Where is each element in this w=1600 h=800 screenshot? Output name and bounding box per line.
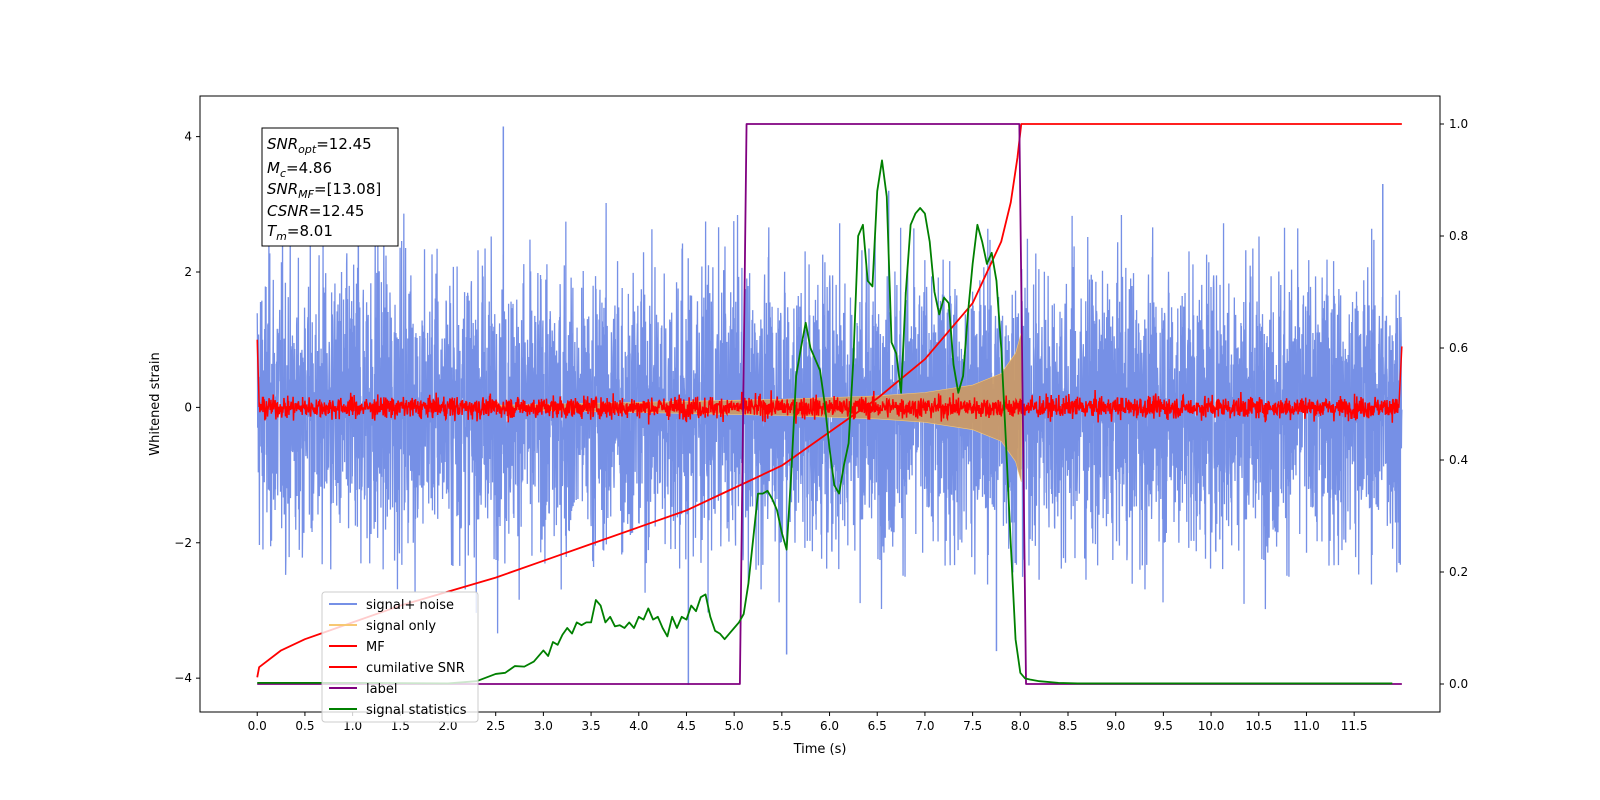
- y-tick-label: 2: [184, 265, 192, 279]
- x-tick-label: 4.5: [677, 719, 696, 733]
- x-tick-label: 8.0: [1011, 719, 1030, 733]
- y-tick-label: 4: [184, 130, 192, 144]
- y-tick-label: −4: [174, 671, 192, 685]
- series-mf: [256, 339, 1403, 425]
- legend-label-mf: MF: [366, 640, 385, 655]
- axes-frame: [199, 95, 1441, 713]
- y2-tick-label: 0.0: [1449, 677, 1468, 691]
- x-tick-label: 6.0: [820, 719, 839, 733]
- annotation-mc-symbol: M: [267, 159, 280, 177]
- legend-label-cumulative-snr: cumilative SNR: [366, 661, 465, 676]
- series-signal-statistics: [257, 159, 1393, 685]
- x-tick-label: 5.5: [772, 719, 791, 733]
- series-signal-noise: [256, 202, 1403, 634]
- x-tick-label: 3.5: [582, 719, 601, 733]
- legend-item-signal-only: signal only: [329, 619, 436, 634]
- legend-label-label: label: [366, 682, 397, 697]
- legend-label-signal-statistics: signal statistics: [366, 703, 467, 718]
- y2-tick-label: 0.6: [1449, 341, 1468, 355]
- x-tick-label: 10.0: [1198, 719, 1225, 733]
- x-axis-label: Time (s): [793, 742, 847, 757]
- y2-tick-label: 0.2: [1449, 565, 1468, 579]
- annotation-tm-symbol: T: [267, 222, 278, 240]
- x-tick-label: 4.0: [629, 719, 648, 733]
- legend-item-signal-noise: signal+ noise: [329, 598, 454, 613]
- legend-item-label: label: [329, 682, 397, 697]
- legend-item-signal-statistics: signal statistics: [329, 703, 467, 718]
- annotation-csnr-value: =12.45: [309, 202, 365, 220]
- x-tick-label: 9.5: [1154, 719, 1173, 733]
- annotation-line-mc: Mc=4.86: [267, 159, 332, 180]
- x-tick-label: 5.0: [725, 719, 744, 733]
- x-tick-label: 2.5: [486, 719, 505, 733]
- y2-tick-label: 0.8: [1449, 229, 1468, 243]
- annotation-tm-sub: m: [276, 230, 287, 243]
- legend-frame: [321, 591, 479, 723]
- annotation-line-csnr: CSNR=12.45: [267, 202, 364, 220]
- x-tick-label: 0.0: [248, 719, 267, 733]
- annotation-tm-value: =8.01: [287, 222, 333, 240]
- annotation-frame: [261, 127, 399, 247]
- annotation-line-snr-mf: SNRMF=[13.08]: [267, 180, 381, 201]
- y-axis-label: Whitened strain: [148, 352, 163, 455]
- legend-label-signal-only: signal only: [366, 619, 436, 634]
- annotation-snr-mf-symbol: SNR: [267, 180, 298, 198]
- annotation-box: SNRopt=12.45 Mc=4.86 SNRMF=[13.08] CSNR=…: [261, 127, 399, 247]
- x-tick-label: 0.5: [295, 719, 314, 733]
- legend-item-cumulative-snr: cumilative SNR: [329, 661, 465, 676]
- legend-item-mf: MF: [329, 640, 385, 655]
- x-tick-label: 3.0: [534, 719, 553, 733]
- annotation-snr-opt-sub: opt: [298, 143, 317, 156]
- annotation-mc-value: =4.86: [286, 159, 332, 177]
- y2-tick-label: 0.4: [1449, 453, 1468, 467]
- annotation-snr-mf-value: =[13.08]: [314, 180, 381, 198]
- annotation-line-snr-opt: SNRopt=12.45: [267, 135, 372, 156]
- x-tick-label: 11.5: [1341, 719, 1368, 733]
- x-tick-label: 9.0: [1106, 719, 1125, 733]
- annotation-csnr-symbol: CSNR: [267, 202, 309, 220]
- annotation-mc-sub: c: [280, 167, 286, 180]
- legend-label-signal-noise: signal+ noise: [366, 598, 454, 613]
- annotation-snr-opt-value: =12.45: [316, 135, 372, 153]
- y-tick-label: 0: [184, 400, 192, 414]
- annotation-snr-mf-sub: MF: [298, 188, 314, 201]
- x-tick-label: 11.0: [1293, 719, 1320, 733]
- legend: signal+ noise signal only MF cumilative …: [321, 591, 479, 723]
- annotation-snr-opt-symbol: SNR: [267, 135, 298, 153]
- y2-tick-label: 1.0: [1449, 117, 1468, 131]
- y-tick-label: −2: [174, 536, 192, 550]
- annotation-line-tm: Tm=8.01: [267, 222, 333, 243]
- x-tick-label: 7.5: [963, 719, 982, 733]
- x-tick-label: 6.5: [868, 719, 887, 733]
- x-tick-label: 10.5: [1245, 719, 1272, 733]
- x-tick-label: 7.0: [915, 719, 934, 733]
- x-tick-label: 8.5: [1058, 719, 1077, 733]
